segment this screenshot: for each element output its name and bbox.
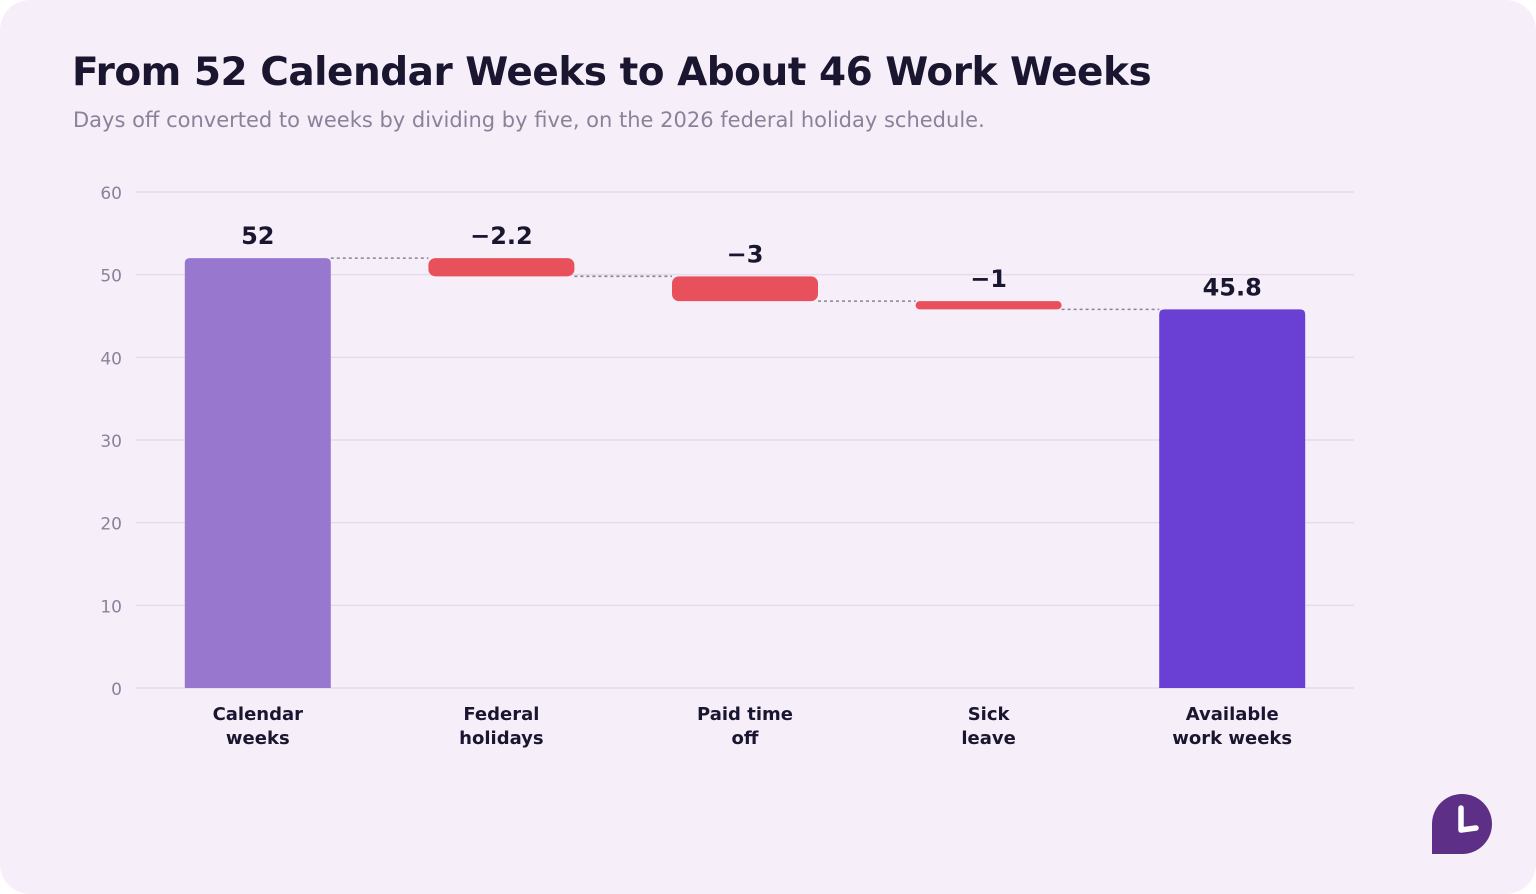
data-label: 52: [241, 222, 274, 250]
y-tick-label: 0: [111, 680, 122, 700]
x-category-label: weeks: [226, 728, 290, 749]
y-tick-label: 20: [100, 515, 122, 535]
y-tick-label: 10: [100, 597, 122, 617]
bar-total: [184, 258, 331, 688]
x-category-label: Available: [1186, 704, 1279, 725]
x-category-label: Paid time: [697, 704, 793, 725]
x-category-label: Sick: [968, 704, 1011, 725]
x-category-label: Federal: [463, 704, 539, 725]
x-category-label: off: [732, 728, 759, 749]
bar-total: [1159, 309, 1306, 688]
data-label: −1: [970, 265, 1007, 293]
y-tick-label: 40: [100, 349, 122, 369]
data-label: −2.2: [470, 222, 533, 250]
data-label: 45.8: [1203, 273, 1262, 301]
chart-subtitle: Days off converted to weeks by dividing …: [73, 108, 985, 132]
data-label: −3: [727, 240, 764, 268]
chart-title: From 52 Calendar Weeks to About 46 Work …: [72, 50, 1152, 95]
x-category-label: holidays: [459, 728, 543, 749]
bar-decrease: [915, 301, 1062, 310]
y-tick-label: 60: [100, 184, 122, 204]
x-category-label: leave: [961, 728, 1015, 749]
y-tick-label: 50: [100, 267, 122, 287]
y-tick-label: 30: [100, 432, 122, 452]
bar-decrease: [672, 276, 818, 302]
x-category-label: work weeks: [1172, 728, 1292, 749]
x-category-label: Calendar: [213, 704, 304, 725]
bar-decrease: [428, 258, 575, 277]
clock-icon[interactable]: [1432, 794, 1492, 854]
